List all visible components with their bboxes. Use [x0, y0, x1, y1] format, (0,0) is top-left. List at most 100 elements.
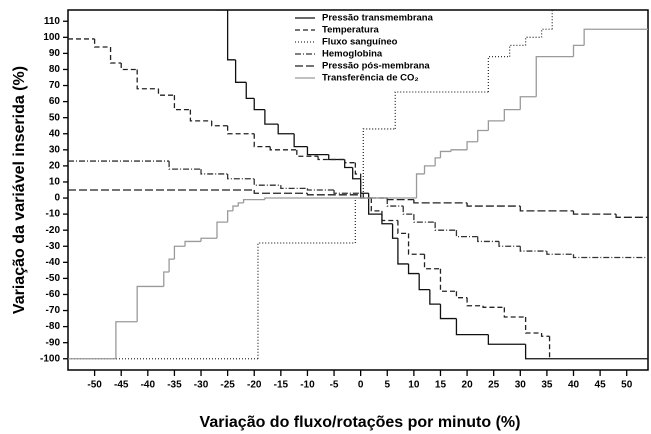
step-segment	[546, 251, 574, 255]
step-segment	[253, 178, 281, 186]
step-segment	[466, 202, 521, 207]
step-segment	[226, 125, 255, 135]
x-tick-label: -35	[167, 380, 182, 391]
step-segment	[226, 10, 236, 61]
step-segment	[317, 156, 345, 161]
step-segment	[477, 236, 500, 243]
y-tick-label: -20	[46, 225, 61, 236]
step-segment	[264, 109, 279, 125]
step-segment	[439, 268, 457, 292]
step-segment	[360, 193, 388, 199]
legend-text: Hemoglobina	[322, 49, 383, 60]
step-segment	[115, 321, 138, 359]
y-tick-label: 70	[49, 80, 61, 91]
x-axis-title: Variação do fluxo/rotações por minuto (%…	[200, 414, 521, 431]
step-segment	[418, 273, 430, 291]
step-segment	[344, 159, 356, 164]
x-tick-label: 40	[568, 380, 580, 391]
x-tick-label: -15	[274, 380, 289, 391]
step-segment	[360, 173, 364, 194]
step-segment	[211, 120, 228, 127]
x-tick-label: -25	[220, 380, 235, 391]
step-segment	[482, 305, 505, 308]
step-segment	[498, 241, 521, 247]
step-segment	[189, 109, 212, 122]
step-segment	[306, 146, 329, 156]
step-segment	[226, 210, 233, 223]
step-segment	[362, 193, 372, 199]
step-segment	[487, 55, 510, 92]
x-tick-label: 30	[515, 380, 527, 391]
step-segment	[277, 124, 295, 135]
x-tick-label: -45	[114, 380, 129, 391]
step-segment	[466, 297, 484, 307]
step-segment	[503, 307, 526, 318]
legend-text: Temperatura	[322, 25, 380, 36]
legend-text: Pressão transmembrana	[322, 13, 434, 24]
step-segment	[413, 214, 436, 223]
step-segment	[216, 221, 228, 239]
step-segment	[572, 44, 585, 57]
step-segment	[352, 167, 361, 180]
step-segment	[184, 240, 202, 247]
step-segment	[93, 38, 111, 48]
step-segment	[450, 149, 468, 152]
step-segment	[253, 133, 271, 148]
step-segment	[232, 205, 239, 211]
y-tick-label: 0	[54, 193, 60, 204]
x-tick-label: -5	[330, 380, 339, 391]
step-segment	[519, 96, 537, 110]
step-segment	[280, 185, 308, 190]
step-segment	[439, 150, 452, 158]
x-tick-label: -10	[300, 380, 315, 391]
step-segment	[234, 59, 247, 83]
step-segment	[328, 154, 345, 161]
step-segment	[391, 223, 398, 239]
step-segment	[413, 199, 468, 204]
x-tick-label: 45	[595, 380, 607, 391]
x-tick-label: 50	[621, 380, 633, 391]
step-segment	[407, 233, 425, 255]
step-segment	[269, 146, 297, 151]
y-axis-title: Variação da variável inserida (%)	[11, 66, 28, 314]
y-tick-label: 110	[44, 16, 61, 27]
x-tick-label: 5	[384, 380, 390, 391]
step-segment	[168, 258, 175, 272]
step-segment	[360, 178, 369, 194]
step-segment	[226, 173, 255, 180]
step-segment	[519, 206, 574, 212]
step-segment	[354, 197, 364, 244]
step-segment	[519, 246, 547, 252]
y-tick-label: -10	[46, 209, 61, 220]
step-segment	[423, 254, 441, 270]
x-tick-label: 15	[435, 380, 447, 391]
y-tick-label: -80	[46, 321, 61, 332]
step-segment	[572, 254, 648, 259]
y-tick-label: 20	[49, 161, 61, 172]
step-segment	[434, 222, 457, 231]
y-tick-label: -100	[40, 353, 60, 364]
step-segment	[524, 316, 542, 334]
step-segment	[173, 245, 186, 260]
y-tick-label: -60	[46, 289, 61, 300]
step-segment	[524, 36, 542, 46]
step-segment	[386, 198, 404, 207]
step-segment	[540, 333, 550, 337]
step-segment	[306, 188, 335, 191]
plot-area	[68, 10, 648, 360]
step-segment	[136, 285, 164, 322]
step-segment	[257, 242, 356, 359]
y-tick-label: 90	[49, 48, 61, 59]
x-tick-label: 20	[462, 380, 474, 391]
step-segment	[466, 141, 478, 150]
y-tick-label: -90	[46, 337, 61, 348]
step-segment	[439, 304, 457, 320]
x-tick-label: -50	[87, 380, 102, 391]
step-segment	[477, 129, 489, 142]
step-segment	[503, 108, 521, 121]
step-segment	[415, 173, 425, 199]
step-segment	[429, 289, 441, 305]
step-segment	[397, 220, 409, 235]
legend-text: Pressão pós-membrana	[322, 61, 430, 72]
y-tick-label: -40	[46, 257, 61, 268]
